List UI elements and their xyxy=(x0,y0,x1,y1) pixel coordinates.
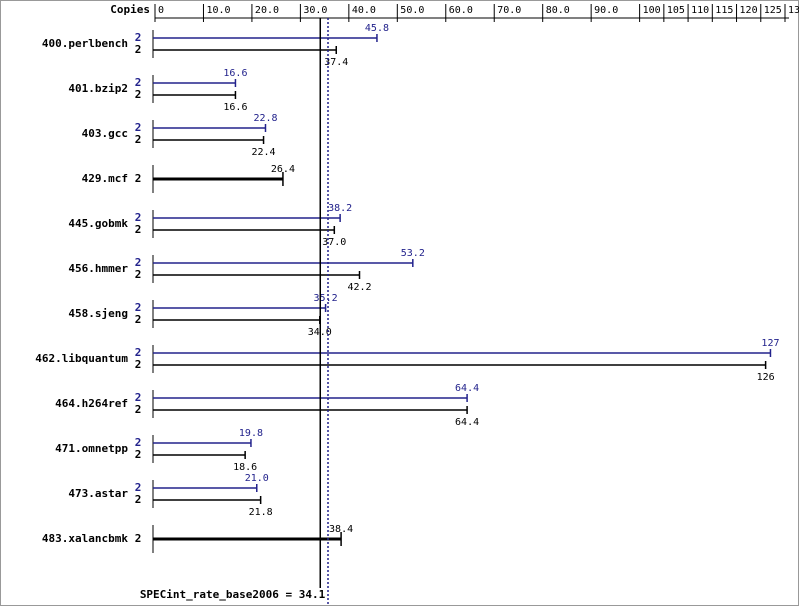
x-tick-label: 10.0 xyxy=(206,5,230,16)
x-tick-label: 30.0 xyxy=(303,5,327,16)
category-label: 462.libquantum xyxy=(35,352,128,365)
reference-label: SPECint_rate_base2006 = 34.1 xyxy=(140,588,326,601)
category-label: 400.perlbench xyxy=(42,37,128,50)
copies: 2 xyxy=(135,88,142,101)
x-tick-label: 50.0 xyxy=(400,5,424,16)
category-label: 401.bzip2 xyxy=(68,82,128,95)
x-tick-label: 105 xyxy=(667,5,685,16)
copies: 2 xyxy=(135,436,142,449)
value-label: 53.2 xyxy=(401,248,425,259)
copies: 2 xyxy=(135,391,142,404)
copies: 2 xyxy=(135,448,142,461)
x-tick-label: 120 xyxy=(740,5,758,16)
category-label: 456.hmmer xyxy=(68,262,128,275)
x-tick-label: 110 xyxy=(691,5,709,16)
x-tick-label: 20.0 xyxy=(255,5,279,16)
copies: 2 xyxy=(135,76,142,89)
value-label: 26.4 xyxy=(271,164,295,175)
category-label: 473.astar xyxy=(68,487,128,500)
x-tick-label: 0 xyxy=(158,5,164,16)
x-tick-label: 125 xyxy=(764,5,782,16)
copies: 2 xyxy=(135,313,142,326)
category-label: 464.h264ref xyxy=(55,397,128,410)
category-label: 458.sjeng xyxy=(68,307,128,320)
x-tick-label: 115 xyxy=(715,5,733,16)
value-label: 21.0 xyxy=(245,473,269,484)
copies: 2 xyxy=(135,256,142,269)
value-label: 64.4 xyxy=(455,417,479,428)
x-tick-label: 130 xyxy=(788,5,799,16)
value-label: 38.4 xyxy=(329,524,353,535)
value-label: 45.8 xyxy=(365,23,389,34)
value-label: 21.8 xyxy=(249,507,273,518)
value-label: 35.2 xyxy=(314,293,338,304)
copies: 2 xyxy=(135,358,142,371)
x-tick-label: 100 xyxy=(643,5,661,16)
category-label: 403.gcc xyxy=(82,127,128,140)
value-label: 42.2 xyxy=(347,282,371,293)
category-label: 471.omnetpp xyxy=(55,442,128,455)
copies-header: Copies xyxy=(110,3,150,16)
value-label: 126 xyxy=(757,372,775,383)
copies: 2 xyxy=(135,532,142,545)
category-label: 445.gobmk xyxy=(68,217,128,230)
value-label: 37.0 xyxy=(322,237,346,248)
value-label: 37.4 xyxy=(324,57,348,68)
x-tick-label: 60.0 xyxy=(449,5,473,16)
copies: 2 xyxy=(135,268,142,281)
copies: 2 xyxy=(135,223,142,236)
value-label: 64.4 xyxy=(455,383,479,394)
copies: 2 xyxy=(135,172,142,185)
x-tick-label: 70.0 xyxy=(497,5,521,16)
value-label: 38.2 xyxy=(328,203,352,214)
copies: 2 xyxy=(135,403,142,416)
copies: 2 xyxy=(135,493,142,506)
copies: 2 xyxy=(135,31,142,44)
category-label: 483.xalancbmk xyxy=(42,532,128,545)
x-tick-label: 40.0 xyxy=(352,5,376,16)
copies: 2 xyxy=(135,43,142,56)
value-label: 16.6 xyxy=(223,68,247,79)
copies: 2 xyxy=(135,133,142,146)
value-label: 22.4 xyxy=(252,147,276,158)
copies: 2 xyxy=(135,481,142,494)
copies: 2 xyxy=(135,346,142,359)
copies: 2 xyxy=(135,211,142,224)
x-tick-label: 80.0 xyxy=(546,5,570,16)
value-label: 16.6 xyxy=(223,102,247,113)
copies: 2 xyxy=(135,121,142,134)
copies: 2 xyxy=(135,301,142,314)
value-label: 127 xyxy=(761,338,779,349)
category-label: 429.mcf xyxy=(82,172,128,185)
value-label: 19.8 xyxy=(239,428,263,439)
x-tick-label: 90.0 xyxy=(594,5,618,16)
value-label: 22.8 xyxy=(253,113,277,124)
value-label: 18.6 xyxy=(233,462,257,473)
